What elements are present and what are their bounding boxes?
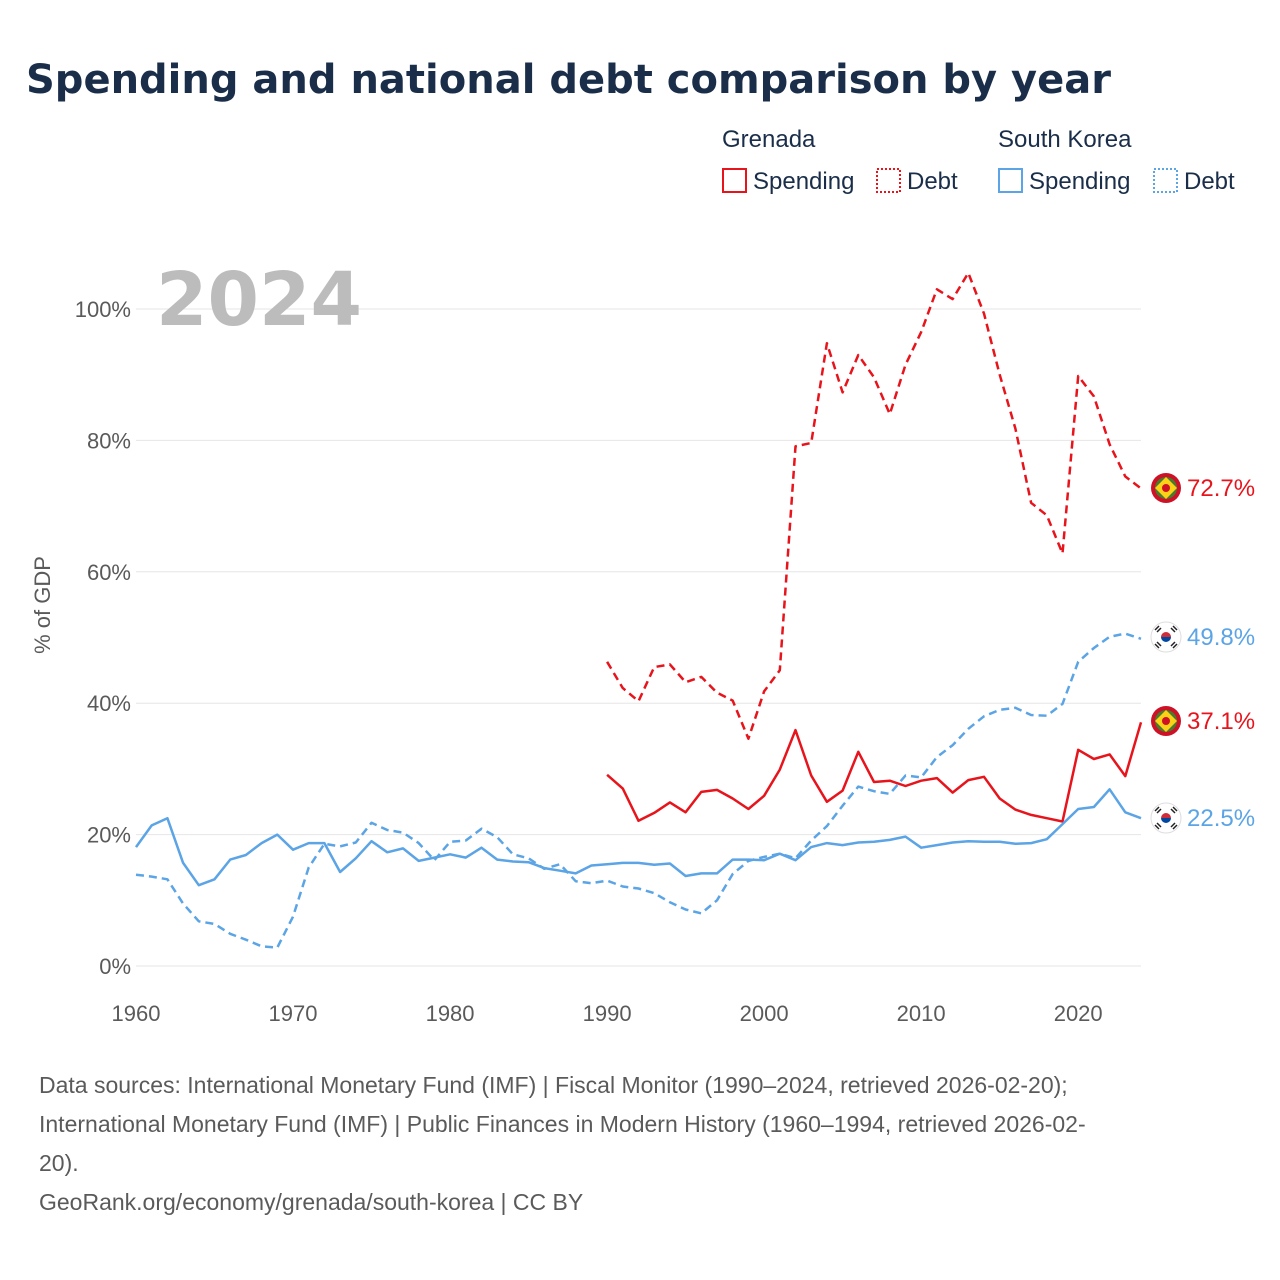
legend-swatch-grenada-spending [722, 168, 747, 193]
grenada-flag-icon [1151, 473, 1181, 503]
series [134, 271, 1143, 949]
grid [136, 308, 1141, 967]
y-tick-label: 40% [87, 691, 131, 716]
legend: Grenada Spending Debt South Korea Spendi… [722, 126, 1235, 195]
y-tick-label: 20% [87, 823, 131, 848]
end-label-grenada-debt: 72.7% [1187, 475, 1255, 502]
source-line-2: International Monetary Fund (IMF) | Publ… [39, 1111, 1086, 1137]
legend-swatch-korea-debt [1153, 168, 1178, 193]
grenada-flag-icon [1151, 706, 1181, 736]
legend-swatch-grenada-debt [876, 168, 901, 193]
end-label-korea-debt: 49.8% [1187, 624, 1255, 651]
end-marker-korea-debt: 49.8% [1150, 621, 1255, 653]
end-marker-grenada-debt: 72.7% [1151, 473, 1255, 503]
x-axis-ticks: 1960 1970 1980 1990 2000 2010 2020 [112, 1001, 1103, 1026]
source-line-1: Data sources: International Monetary Fun… [39, 1072, 1068, 1098]
y-axis-label: % of GDP [30, 556, 55, 654]
series-line-grenada-debt [606, 271, 1142, 740]
y-tick-label: 80% [87, 428, 131, 453]
legend-swatch-korea-spending [998, 168, 1023, 193]
credit-link[interactable]: GeoRank.org/economy/grenada/south-korea … [39, 1189, 583, 1215]
x-tick-label: 1960 [112, 1001, 161, 1026]
end-marker-korea-spending: 22.5% [1150, 802, 1255, 834]
series-line-south-korea-spending [134, 788, 1142, 887]
chart-title: Spending and national debt comparison by… [26, 57, 1111, 103]
x-tick-label: 1970 [269, 1001, 318, 1026]
legend-group-south-korea: South Korea [998, 126, 1132, 153]
footer: Data sources: International Monetary Fun… [39, 1072, 1086, 1215]
source-line-3: 20). [39, 1150, 79, 1176]
south-korea-flag-icon [1150, 621, 1182, 653]
x-tick-label: 2010 [897, 1001, 946, 1026]
series-line-grenada-spending [606, 721, 1143, 823]
end-label-grenada-spending: 37.1% [1187, 708, 1255, 735]
x-tick-label: 1980 [426, 1001, 475, 1026]
legend-group-grenada: Grenada [722, 126, 816, 153]
y-tick-label: 0% [99, 954, 131, 979]
south-korea-flag-icon [1150, 802, 1182, 834]
y-tick-label: 100% [75, 297, 131, 322]
year-watermark: 2024 [156, 257, 362, 343]
y-axis-ticks: 0% 20% 40% 60% 80% 100% [75, 297, 131, 979]
x-tick-label: 2000 [740, 1001, 789, 1026]
x-tick-label: 1990 [583, 1001, 632, 1026]
legend-label-grenada-debt: Debt [907, 168, 958, 195]
y-tick-label: 60% [87, 560, 131, 585]
legend-label-korea-spending: Spending [1029, 168, 1130, 195]
end-label-korea-spending: 22.5% [1187, 805, 1255, 832]
end-marker-grenada-spending: 37.1% [1151, 706, 1255, 736]
x-tick-label: 2020 [1054, 1001, 1103, 1026]
legend-label-korea-debt: Debt [1184, 168, 1235, 195]
series-line-south-korea-debt [135, 632, 1142, 949]
legend-label-grenada-spending: Spending [753, 168, 854, 195]
